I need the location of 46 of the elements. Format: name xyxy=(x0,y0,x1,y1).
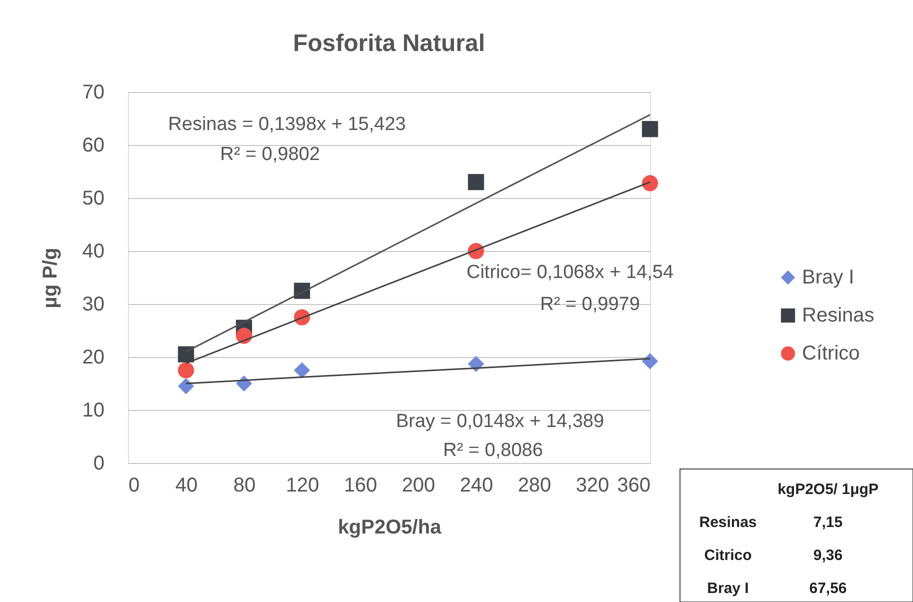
text: Resinas xyxy=(699,514,757,531)
x-tick-label: 0 xyxy=(128,474,140,496)
text: Citrico xyxy=(704,547,752,564)
y-tick-label: 20 xyxy=(82,346,104,368)
y-tick-label: 70 xyxy=(82,82,104,104)
text: 9,36 xyxy=(813,547,843,564)
x-tick-label: 240 xyxy=(460,474,494,496)
legend-label: Resinas xyxy=(802,304,874,326)
annotation: R² = 0,8086 xyxy=(443,440,543,461)
annotation: R² = 0,9802 xyxy=(220,144,320,165)
x-tick-label: 280 xyxy=(518,474,552,496)
point xyxy=(642,175,658,192)
x-tick-label: 40 xyxy=(175,474,198,496)
annotation: Bray = 0,0148x + 14,389 xyxy=(396,411,604,432)
y-axis-title: µg P/g xyxy=(39,248,62,308)
point xyxy=(642,121,658,138)
x-tick-label: 200 xyxy=(402,474,436,496)
y-tick-label: 10 xyxy=(82,400,104,422)
legend-label: Bray I xyxy=(802,266,854,288)
x-tick-label: 80 xyxy=(233,474,256,496)
point xyxy=(178,378,194,394)
y-tick-label: 30 xyxy=(82,294,104,316)
text: kgP2O5/ 1μgP xyxy=(778,481,878,498)
x-tick-label: 360 xyxy=(617,474,650,496)
y-tick-label: 40 xyxy=(82,240,104,262)
x-tick-label: 320 xyxy=(576,474,610,496)
x-tick-label: 160 xyxy=(344,474,378,496)
y-tick-label: 50 xyxy=(82,188,104,210)
annotation: R² = 0,9979 xyxy=(540,294,640,315)
point xyxy=(468,356,484,372)
text: Bray I xyxy=(707,580,749,597)
legend-label: Cítrico xyxy=(802,342,860,364)
text: 7,15 xyxy=(813,514,843,531)
y-tick-label: 60 xyxy=(82,134,104,156)
annotation: Citrico= 0,1068x + 14,54 xyxy=(466,262,674,283)
text: 67,56 xyxy=(809,580,847,597)
point xyxy=(294,362,310,378)
point xyxy=(236,328,252,344)
y-tick-label: 0 xyxy=(93,452,104,474)
x-tick-label: 120 xyxy=(286,474,320,496)
point xyxy=(178,362,194,378)
x-axis-title: kgP2O5/ha xyxy=(338,516,442,538)
point xyxy=(642,353,658,370)
chart-title: Fosforita Natural xyxy=(292,30,486,57)
point xyxy=(468,174,484,190)
annotation: Resinas = 0,1398x + 15,423 xyxy=(168,114,406,135)
